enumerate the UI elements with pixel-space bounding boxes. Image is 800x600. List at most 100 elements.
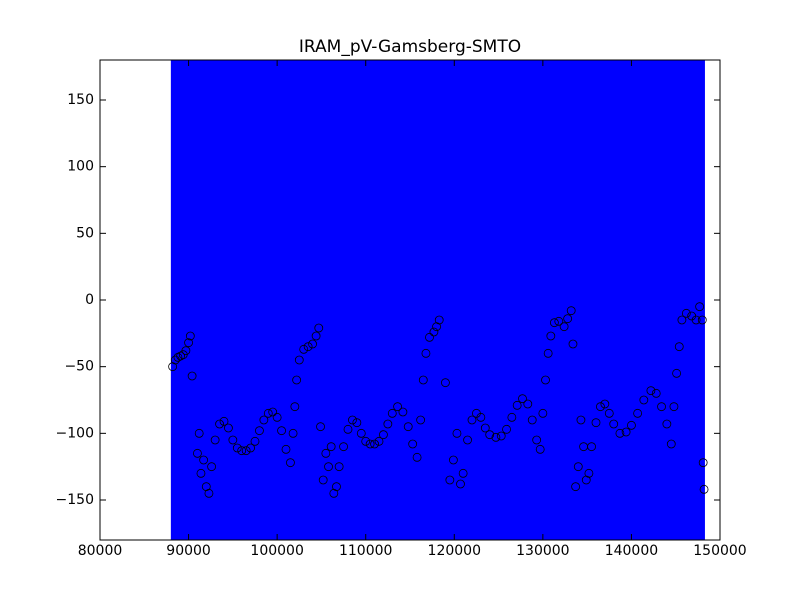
point <box>387 408 397 418</box>
x-tick-label: 150000 <box>693 543 746 559</box>
x-tick-label: 80000 <box>78 543 123 559</box>
point <box>432 322 441 332</box>
point <box>408 439 418 449</box>
point <box>290 402 300 412</box>
point <box>496 431 506 441</box>
point <box>294 355 304 365</box>
x-tick-label: 120000 <box>428 543 481 559</box>
point <box>445 475 455 485</box>
point <box>343 424 353 434</box>
point <box>318 475 328 485</box>
point <box>311 331 321 341</box>
x-tick-label: 130000 <box>516 543 569 559</box>
point <box>698 458 708 468</box>
point <box>185 331 195 341</box>
point <box>546 331 556 341</box>
point <box>259 415 269 425</box>
point <box>600 399 610 409</box>
point <box>541 375 550 385</box>
point <box>173 352 183 362</box>
point <box>374 436 384 446</box>
y-tick-label: 0 <box>85 292 94 308</box>
point <box>332 482 341 492</box>
point <box>480 423 490 433</box>
y-tick-label: 100 <box>67 159 94 175</box>
point <box>314 323 324 333</box>
x-tick-label: 90000 <box>166 543 211 559</box>
point <box>348 415 357 425</box>
chart-title: IRAM_pV-Gamsberg-SMTO <box>299 37 521 57</box>
point <box>549 318 559 328</box>
point <box>554 316 564 326</box>
point <box>308 339 317 349</box>
point <box>224 423 233 433</box>
point <box>452 428 462 438</box>
point <box>184 338 193 348</box>
y-tick-label: −150 <box>56 492 94 508</box>
y-tick-label: −100 <box>56 425 94 441</box>
point <box>250 436 260 446</box>
point <box>263 408 273 418</box>
point <box>485 430 495 440</box>
point <box>324 462 333 472</box>
point <box>168 362 178 372</box>
point <box>463 435 472 445</box>
point <box>639 395 649 405</box>
x-tick-label: 110000 <box>339 543 392 559</box>
point <box>210 435 220 445</box>
point <box>181 346 191 356</box>
point <box>535 444 545 454</box>
point <box>412 452 422 462</box>
x-tick-label: 140000 <box>605 543 658 559</box>
point <box>194 428 204 438</box>
point <box>666 439 676 449</box>
point <box>237 446 247 456</box>
point <box>379 430 388 440</box>
point <box>425 332 434 342</box>
point <box>187 371 197 381</box>
point <box>246 443 255 453</box>
point <box>393 402 403 412</box>
point <box>543 348 553 358</box>
point <box>538 408 548 418</box>
point <box>467 415 477 425</box>
point <box>215 419 224 429</box>
point <box>507 412 517 422</box>
point <box>286 458 295 468</box>
point <box>677 315 687 325</box>
point <box>568 339 578 349</box>
point <box>699 484 709 494</box>
point <box>662 419 672 429</box>
point <box>255 426 264 436</box>
point <box>458 468 468 478</box>
point <box>532 435 542 445</box>
point <box>681 308 691 318</box>
point <box>321 448 331 458</box>
point <box>176 351 186 361</box>
y-tick-label: −50 <box>64 359 94 375</box>
point <box>591 418 601 428</box>
point <box>609 419 619 429</box>
point <box>695 302 705 312</box>
point <box>268 407 278 417</box>
point <box>527 415 537 425</box>
point <box>421 348 431 358</box>
point <box>559 322 569 332</box>
point <box>207 462 217 472</box>
point <box>596 402 605 412</box>
point <box>584 468 594 478</box>
point <box>657 402 666 412</box>
point <box>272 412 282 422</box>
y-tick-label: 150 <box>67 92 94 108</box>
point <box>523 399 533 409</box>
point <box>339 442 348 452</box>
point <box>365 439 375 449</box>
point <box>288 428 298 438</box>
point <box>199 455 209 465</box>
point <box>651 388 661 398</box>
point <box>697 315 707 325</box>
point <box>356 428 366 438</box>
point <box>196 468 206 478</box>
point <box>204 488 214 498</box>
point <box>633 408 643 418</box>
